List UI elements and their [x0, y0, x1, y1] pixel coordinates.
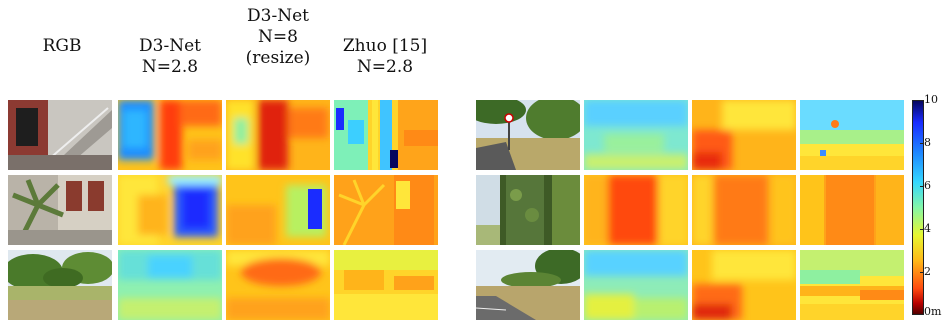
colorbar-tick-label: 8 [924, 136, 931, 149]
depth-d3net-n28-ivy-tree [584, 175, 688, 245]
depth-d3net-n28-road-sign [584, 100, 688, 170]
colorbar-tick-label: 0m [924, 305, 942, 318]
header-d3net-n28-line-1: D3-Net [139, 36, 201, 56]
colorbar-tick-label: 10 [924, 93, 938, 106]
colorbar-tick-label: 2 [924, 265, 931, 278]
rgb-image-ivy-tree [476, 175, 580, 245]
header-rgb: RGB [10, 36, 114, 57]
rgb-image-road-sign [476, 100, 580, 170]
rgb-image-road-curve [476, 250, 580, 320]
header-d3net-n28-line-2: N=2.8 [141, 57, 199, 77]
depth-d3net-n28-road-curve [584, 250, 688, 320]
depth-d3net-n28-indoor-stairs [118, 100, 222, 170]
colorbar-tickmark [920, 229, 924, 230]
rgb-image-indoor-plant [8, 175, 112, 245]
header-d3net-n28: D3-Net N=2.8 [118, 36, 222, 78]
depth-d3net-n8-road-curve [692, 250, 796, 320]
colorbar-tickmark [920, 100, 924, 101]
depth-d3net-n28-park [118, 250, 222, 320]
depth-d3net-n8-park [226, 250, 330, 320]
depth-zhuo-road-sign [800, 100, 904, 170]
depth-d3net-n8-ivy-tree [692, 175, 796, 245]
header-d3net-n8-line-1: D3-Net [247, 6, 309, 26]
depth-zhuo-road-curve [800, 250, 904, 320]
depth-zhuo-park [334, 250, 438, 320]
rgb-image-park [8, 250, 112, 320]
colorbar-tickmark [920, 186, 924, 187]
header-d3net-n8-line-3: (resize) [245, 48, 311, 68]
colorbar-tickmark [920, 143, 924, 144]
colorbar-tick-label: 4 [924, 222, 931, 235]
header-zhuo-line-2: N=2.8 [356, 57, 414, 77]
depth-zhuo-indoor-stairs [334, 100, 438, 170]
colorbar-tick-label: 6 [924, 179, 931, 192]
colorbar-tickmark [920, 314, 924, 315]
colorbar-tickmark [920, 272, 924, 273]
depth-d3net-n8-indoor-plant [226, 175, 330, 245]
depth-zhuo-ivy-tree [800, 175, 904, 245]
header-zhuo-line-1: Zhuo [15] [342, 36, 428, 56]
rgb-image-indoor-stairs [8, 100, 112, 170]
depth-d3net-n8-indoor-stairs [226, 100, 330, 170]
depth-zhuo-indoor-plant [334, 175, 438, 245]
depth-d3net-n8-road-sign [692, 100, 796, 170]
header-rgb-line-1: RGB [42, 36, 82, 56]
depth-colorbar [912, 100, 924, 315]
depth-d3net-n28-indoor-plant [118, 175, 222, 245]
header-d3net-n8-resize: D3-Net N=8 (resize) [226, 6, 330, 69]
header-zhuo: Zhuo [15] N=2.8 [330, 36, 440, 78]
header-d3net-n8-line-2: N=8 [258, 27, 298, 47]
